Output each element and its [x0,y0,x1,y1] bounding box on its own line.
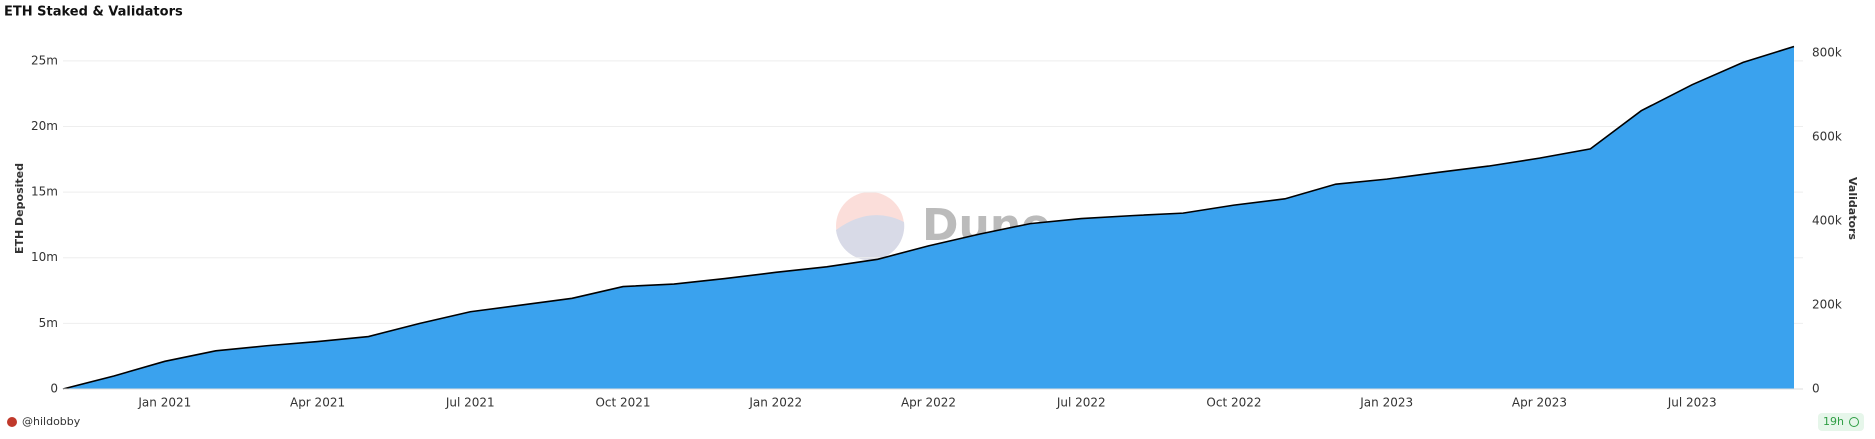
y2-tick-label: 200k [1812,298,1842,312]
updated-icon [1849,417,1859,427]
series-line [62,45,1795,390]
series-area [63,46,1794,390]
y2-axis-label: Validators [1846,177,1859,240]
x-tick-label: Apr 2021 [290,396,345,410]
y2-tick-label: 600k [1812,130,1842,144]
x-tick-label: Jul 2022 [1056,396,1106,410]
x-tick-label: Jul 2023 [1667,396,1717,410]
chart-title: ETH Staked & Validators [4,5,183,20]
x-tick-label: Apr 2022 [901,396,956,410]
x-tick-label: Jul 2021 [445,396,495,410]
updated: 19h [1823,415,1844,428]
x-tick-label: Oct 2021 [595,396,650,410]
x-tick-label: Apr 2023 [1512,396,1567,410]
y2-tick-label: 400k [1812,214,1842,228]
watermark-logo-part [836,215,905,261]
y-tick-label: 25m [31,53,58,67]
y-axis-label: ETH Deposited [13,163,26,254]
y-tick-label: 5m [39,316,58,330]
watermark [836,192,905,261]
y-tick-label: 0 [50,382,58,396]
x-tick-label: Jan 2022 [748,396,802,410]
y-tick-label: 20m [31,119,58,133]
y2-tick-label: 800k [1812,46,1842,60]
y-tick-label: 15m [31,185,58,199]
author-avatar [7,417,17,427]
x-tick-label: Oct 2022 [1206,396,1261,410]
x-tick-label: Jan 2021 [137,396,191,410]
y2-tick-label: 0 [1812,382,1820,396]
x-tick-label: Jan 2023 [1359,396,1413,410]
y-tick-label: 10m [31,250,58,264]
author[interactable]: @hildobby [22,415,81,428]
